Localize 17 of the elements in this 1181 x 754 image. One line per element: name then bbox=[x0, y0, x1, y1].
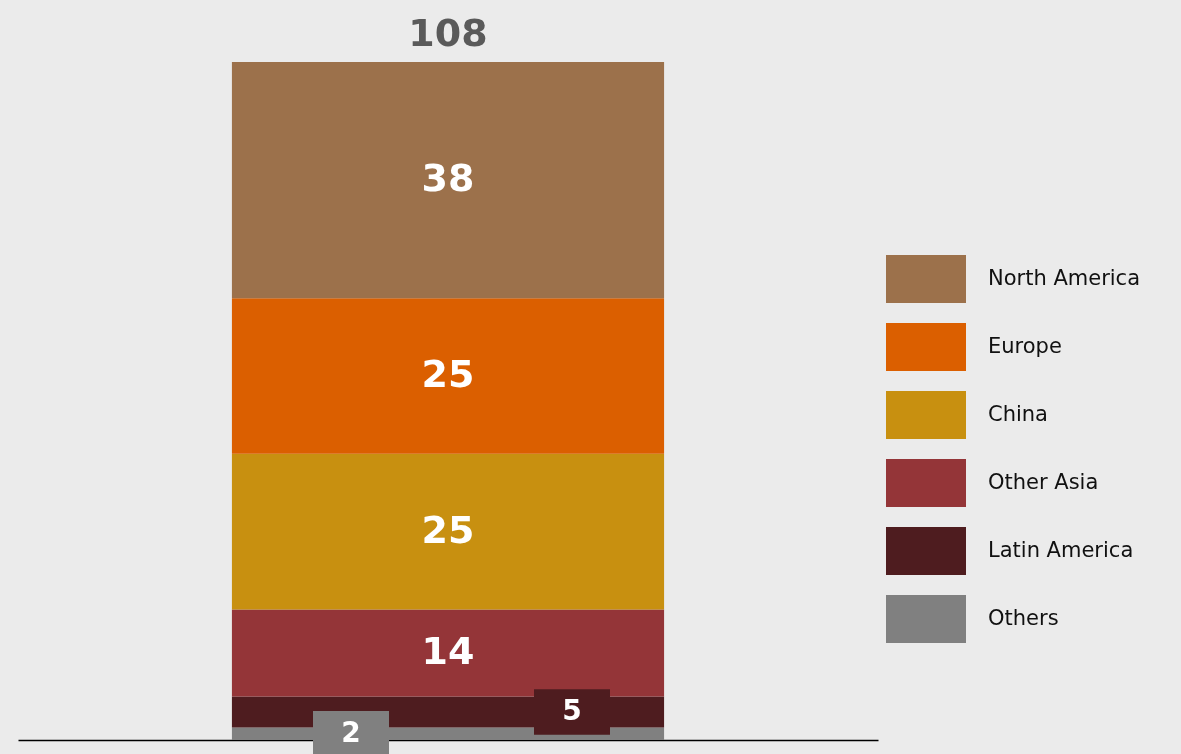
data-label: 38 bbox=[421, 156, 475, 201]
legend-label: Other Asia bbox=[988, 470, 1099, 494]
data-label: 2 bbox=[341, 715, 361, 749]
legend-label: China bbox=[988, 402, 1048, 426]
legend-label: Latin America bbox=[988, 538, 1134, 562]
bar bbox=[231, 298, 665, 454]
data-label: 25 bbox=[421, 507, 475, 552]
bar bbox=[231, 609, 665, 697]
data-label: 14 bbox=[421, 628, 475, 673]
legend-label: Europe bbox=[988, 334, 1062, 358]
bar bbox=[231, 62, 665, 299]
data-label: 25 bbox=[421, 352, 475, 397]
bar bbox=[231, 453, 665, 610]
legend-label: Others bbox=[988, 606, 1059, 630]
data-label: 5 bbox=[562, 694, 582, 728]
total-label: 108 bbox=[408, 11, 488, 55]
legend-label: North America bbox=[988, 266, 1141, 290]
